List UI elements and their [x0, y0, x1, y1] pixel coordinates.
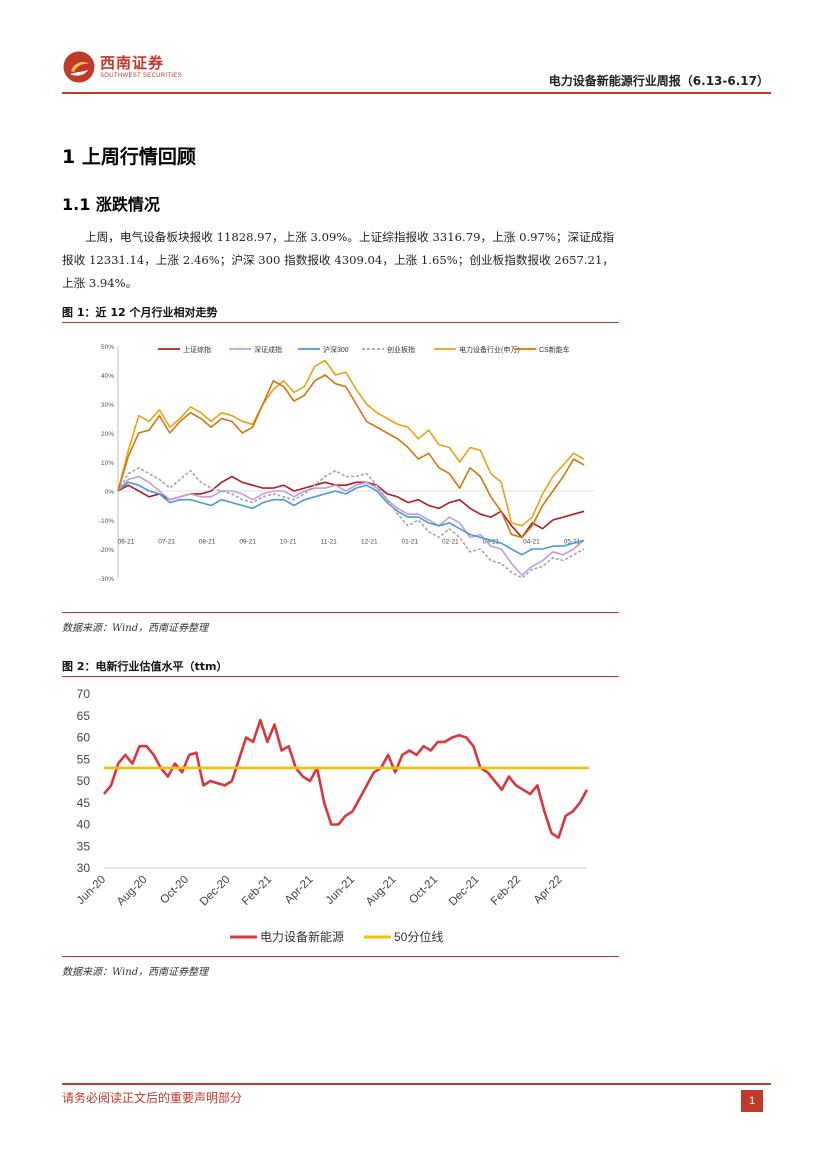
x-tick-label: Jun-20 — [75, 874, 108, 907]
x-tick-label: 02-21 — [442, 538, 459, 545]
series-line-6 — [117, 374, 585, 539]
x-tick-label: 09-21 — [239, 538, 256, 545]
series-line-1 — [117, 475, 585, 539]
y-tick-label: -20% — [99, 547, 114, 554]
x-tick-label: 04-21 — [523, 538, 540, 545]
x-tick-label: 07-21 — [158, 538, 175, 545]
y-tick-label: 30% — [101, 402, 114, 409]
figure2-top-rule — [62, 676, 619, 677]
legend-label: 50分位线 — [394, 929, 443, 944]
x-tick-label: Aug-21 — [364, 874, 399, 909]
figure2-source: 数据来源：Wind，西南证券整理 — [62, 967, 209, 978]
series-line-4 — [117, 467, 585, 579]
x-tick-label: 12-21 — [361, 538, 378, 545]
x-tick-label: 10-21 — [280, 538, 297, 545]
figure1-bottom-rule — [62, 612, 619, 613]
y-tick-label: 50 — [77, 774, 91, 788]
y-tick-label: 60 — [77, 731, 91, 745]
y-tick-label: 35 — [77, 839, 91, 853]
x-tick-label: 05-21 — [564, 538, 581, 545]
x-tick-label: Dec-20 — [198, 874, 233, 909]
series-line-2 — [117, 475, 585, 576]
brand-name-cn: 西南证券 — [100, 54, 165, 72]
brand-name-en: SOUTHWEST SECURITIES — [100, 73, 182, 79]
x-tick-label: Dec-21 — [447, 874, 482, 909]
page-number: 1 — [741, 1090, 763, 1112]
y-tick-label: 0% — [105, 489, 115, 496]
y-tick-label: 20% — [101, 431, 114, 438]
y-tick-label: 40 — [77, 818, 91, 832]
x-tick-label: Apr-22 — [532, 874, 565, 907]
x-tick-label: Jun-21 — [324, 874, 357, 907]
x-tick-label: 11-21 — [321, 538, 338, 545]
footer-divider — [62, 1083, 771, 1085]
x-tick-label: Feb-21 — [240, 874, 274, 908]
series-line-3 — [117, 481, 585, 556]
x-tick-label: Apr-21 — [283, 874, 316, 907]
header-divider — [62, 92, 771, 94]
y-tick-label: 45 — [77, 796, 91, 810]
legend-label: 电力设备新能源 — [260, 929, 344, 944]
figure1-title: 图 1：近 12 个月行业相对走势 — [62, 306, 218, 319]
summary-text: 上周，电气设备板块报收 11828.97，上涨 3.09%。上证综指报收 331… — [62, 230, 614, 290]
legend-label: 创业板指 — [387, 345, 415, 354]
y-tick-label: 55 — [77, 752, 91, 766]
y-tick-label: 10% — [101, 460, 114, 467]
x-tick-label: Oct-21 — [407, 874, 440, 907]
relative-performance-chart: 50% 40% 30% 20% 10% 0% -10% -20% -30% 06-21 07-21 0… — [99, 344, 594, 583]
figure1-top-rule — [62, 322, 619, 323]
x-tick-label: Oct-20 — [158, 874, 191, 907]
series-line-5 — [117, 359, 585, 527]
x-tick-label: 08-21 — [199, 538, 216, 545]
figure2-title: 图 2：电新行业估值水平（ttm） — [62, 660, 228, 673]
x-tick-label: Aug-20 — [115, 874, 150, 909]
y-tick-label: -30% — [99, 576, 114, 583]
subsection-heading: 1.1 涨跌情况 — [62, 195, 160, 214]
report-title: 电力设备新能源行业周报（6.13-6.17） — [548, 74, 769, 88]
y-tick-label: 65 — [77, 709, 91, 723]
legend-label: 深证成指 — [254, 345, 282, 354]
figure1-source: 数据来源：Wind，西南证券整理 — [62, 623, 209, 634]
legend-label: 上证综指 — [183, 345, 211, 354]
y-tick-label: -10% — [99, 518, 114, 525]
y-tick-label: 50% — [101, 344, 114, 351]
legend-label: CS新能车 — [539, 345, 570, 354]
y-tick-label: 70 — [77, 687, 91, 701]
y-tick-label: 30 — [77, 861, 91, 875]
footer-disclaimer: 请务必阅读正文后的重要声明部分 — [62, 1091, 243, 1105]
x-tick-label: 01-21 — [402, 538, 419, 545]
legend-label: 沪深300 — [323, 345, 349, 354]
figure2-bottom-rule — [62, 956, 619, 957]
x-tick-label: Feb-22 — [489, 874, 523, 908]
series-line-pe — [102, 718, 589, 839]
y-tick-label: 40% — [101, 373, 114, 380]
logo-emblem-icon — [63, 51, 95, 83]
x-tick-label: 06-21 — [118, 538, 135, 545]
section-heading: 1 上周行情回顾 — [62, 146, 196, 168]
x-tick-label: 03-21 — [483, 538, 500, 545]
legend-label: 电力设备行业(申万) — [459, 345, 520, 354]
summary-paragraph: 上周，电气设备板块报收 11828.97，上涨 3.09%。上证综指报收 331… — [62, 226, 614, 295]
